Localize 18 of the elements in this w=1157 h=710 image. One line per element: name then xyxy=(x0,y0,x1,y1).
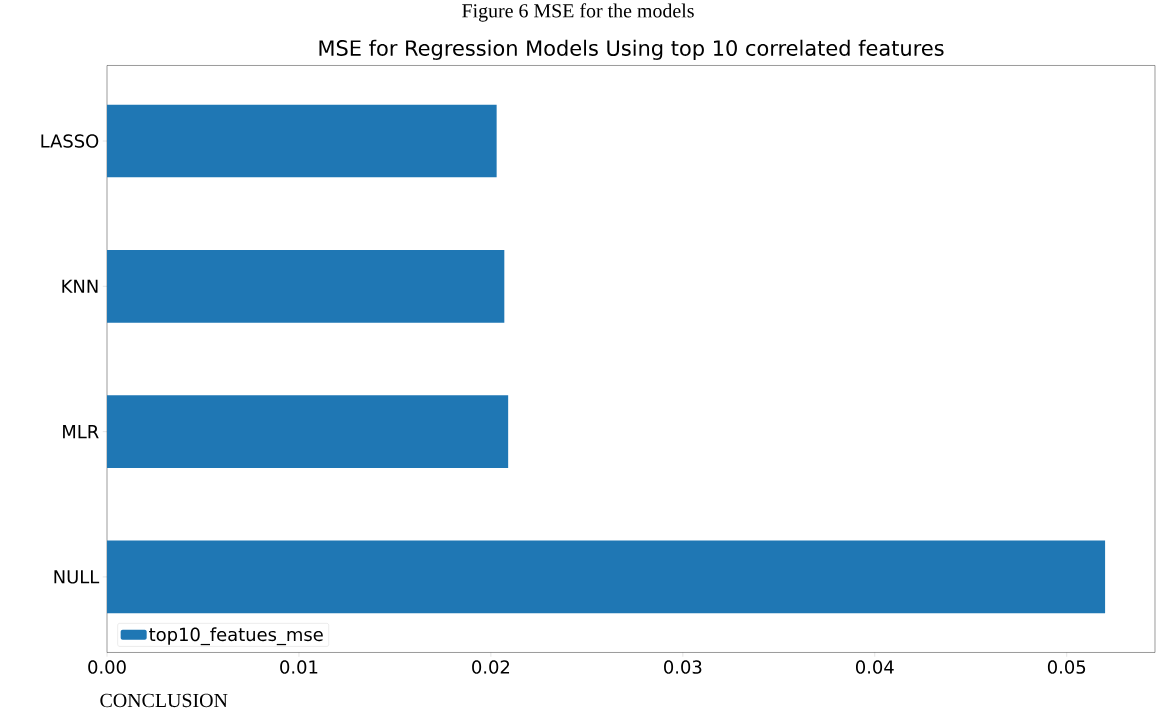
bar xyxy=(107,395,509,468)
x-tick-label: 0.03 xyxy=(664,660,702,674)
y-tick-label: NULL xyxy=(54,570,100,584)
chart-title: MSE for Regression Models Using top 10 correlated features xyxy=(319,39,944,60)
x-tick-label: 0.05 xyxy=(1047,660,1086,674)
x-tick-label: 0.02 xyxy=(472,660,510,674)
y-tick-label: KNN xyxy=(62,279,98,293)
caption: Figure 6 MSE for the models xyxy=(462,3,694,22)
y-tick-label: MLR xyxy=(63,424,99,438)
x-tick-label: 0.04 xyxy=(855,660,894,674)
x-tick-label: 0.00 xyxy=(88,660,126,674)
bar xyxy=(107,249,505,323)
bar xyxy=(107,540,1106,614)
y-tick-label: LASSO xyxy=(41,134,99,148)
bar xyxy=(107,104,497,178)
text: CONCLUSION xyxy=(100,693,228,707)
legend-label: top10_featues_mse xyxy=(149,627,323,645)
x-tick-label: 0.01 xyxy=(280,660,318,674)
